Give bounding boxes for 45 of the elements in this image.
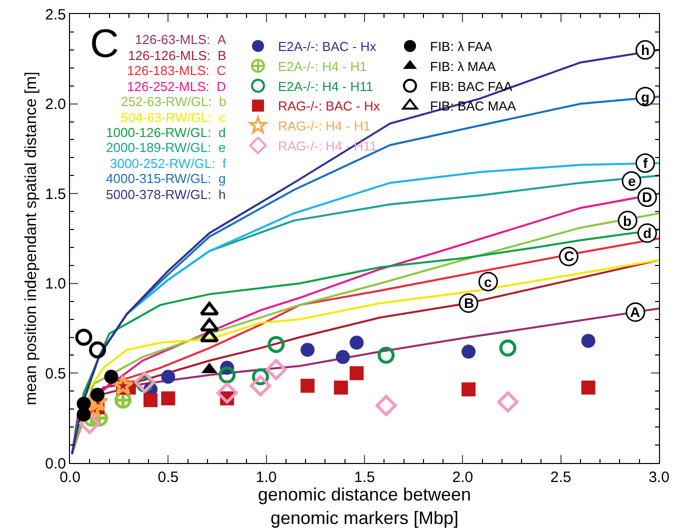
y-tick-label: 1.0 (45, 276, 66, 293)
annotation: A (630, 304, 640, 320)
annotation: B (464, 295, 474, 311)
y-tick-label: 0.5 (45, 365, 66, 382)
legend-label: E2A-/-: BAC - Hx (278, 39, 377, 54)
text: 3000-252-RW/GL: f (110, 156, 226, 171)
legend-label: FIB: λ FAA (430, 39, 492, 54)
text: 126-183-MLS: C (127, 63, 226, 78)
y-tick-label: 1.5 (45, 186, 66, 203)
annotation: D (642, 189, 652, 205)
text: 504-63-RW/GL: c (121, 110, 226, 125)
text: 4000-315-RW/GL: g (106, 171, 226, 186)
text: 126-252-MLS: D (127, 79, 226, 94)
annotation: f (643, 155, 648, 171)
legend-label: RAG-/-: BAC - Hx (278, 98, 380, 114)
text: 252-63-RW/GL: b (121, 94, 226, 109)
annotation: g (641, 89, 650, 105)
series-label: 5000-378-RW/GL: h (106, 187, 226, 202)
legend-label: RAG-/-: H4 - H11 (278, 138, 377, 154)
legend-label: E2A-/-: H4 - H1 (278, 58, 367, 74)
text: 126-63-MLS: A (135, 32, 226, 47)
x-tick-label: 1.5 (354, 469, 375, 486)
text: 126-126-MLS: B (128, 48, 226, 63)
annotation: e (628, 173, 636, 189)
y-axis-title: mean position independant spatial distance [m] (23, 72, 40, 406)
x-tick-label: 2.5 (550, 469, 572, 486)
annotation: b (623, 213, 632, 229)
annotation: C (90, 22, 119, 66)
x-tick-label: 0.5 (158, 469, 179, 486)
annotation: C (564, 248, 574, 264)
text: 2000-189-RW/GL: e (106, 140, 226, 155)
x-tick-label: 2.0 (452, 469, 474, 486)
y-tick-label: 2.5 (45, 6, 66, 24)
legend-label: FIB: BAC FAA (430, 78, 513, 94)
annotation: h (641, 42, 650, 58)
text: 1000-126-RW/GL: d (106, 125, 226, 140)
legend-label: FIB: λ MAA (430, 58, 496, 74)
x-tick-label: 3.0 (648, 469, 670, 486)
legend-label: E2A-/-: H4 - H11 (278, 78, 374, 94)
annotation: d (643, 225, 652, 241)
y-tick-label: 2.0 (45, 96, 66, 114)
x-tick-label: 1.0 (256, 469, 277, 486)
annotation: c (484, 274, 492, 290)
legend-label: RAG-/-: H4 - H1 (278, 118, 370, 134)
x-axis-title: genomic distance between genomic markers [Mbp] (258, 484, 472, 528)
